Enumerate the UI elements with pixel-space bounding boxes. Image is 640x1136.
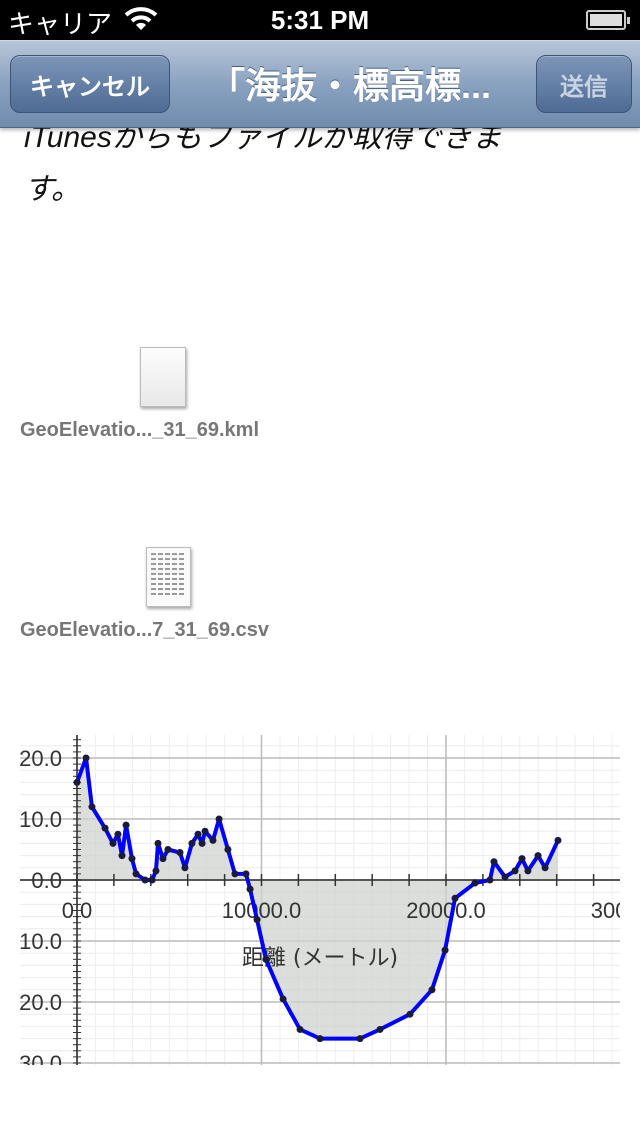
data-point bbox=[114, 830, 122, 838]
kml-file-icon[interactable] bbox=[140, 347, 186, 407]
data-point bbox=[224, 846, 232, 853]
data-point bbox=[541, 864, 549, 872]
data-point bbox=[101, 824, 109, 832]
data-point bbox=[279, 995, 287, 1003]
csv-file-icon[interactable] bbox=[146, 547, 191, 607]
data-point bbox=[376, 1025, 384, 1033]
data-point bbox=[246, 885, 254, 893]
data-point bbox=[262, 955, 270, 963]
data-point bbox=[109, 839, 117, 847]
battery-icon bbox=[586, 10, 630, 30]
wifi-icon bbox=[124, 6, 158, 39]
data-point bbox=[141, 876, 149, 884]
send-button[interactable]: 送信 bbox=[536, 55, 632, 113]
navigation-bar: キャンセル 「海抜・標高標... 送信 bbox=[0, 40, 640, 128]
data-point bbox=[148, 876, 156, 884]
data-point bbox=[209, 836, 217, 844]
data-point bbox=[132, 870, 140, 878]
data-point bbox=[534, 852, 542, 860]
data-point bbox=[154, 839, 162, 847]
data-point bbox=[490, 858, 498, 866]
data-point bbox=[188, 839, 196, 847]
data-point bbox=[471, 879, 479, 887]
data-point bbox=[215, 815, 223, 823]
data-point bbox=[159, 855, 167, 863]
data-point bbox=[242, 870, 250, 878]
x-tick-label: 10000.0 bbox=[222, 898, 302, 923]
status-bar: キャリア 5:31 PM bbox=[0, 0, 640, 40]
data-point bbox=[181, 864, 189, 872]
cancel-button[interactable]: キャンセル bbox=[10, 55, 170, 113]
data-point bbox=[194, 830, 202, 838]
data-point bbox=[428, 986, 436, 994]
elevation-chart-image: 20.010.00.0-10.0-20.0-30.00.010000.02000… bbox=[20, 735, 620, 1065]
y-tick-label: -30.0 bbox=[20, 1051, 62, 1065]
data-point bbox=[201, 827, 209, 835]
data-point bbox=[356, 1035, 364, 1043]
data-point bbox=[128, 855, 136, 863]
data-point bbox=[122, 821, 130, 829]
data-point bbox=[118, 852, 126, 860]
x-tick-label: 30000.0 bbox=[591, 898, 620, 923]
data-point bbox=[198, 839, 206, 847]
data-point bbox=[82, 754, 90, 762]
data-point bbox=[524, 867, 532, 875]
data-point bbox=[451, 894, 459, 902]
data-point bbox=[316, 1035, 324, 1043]
elevation-chart: 20.010.00.0-10.0-20.0-30.00.010000.02000… bbox=[20, 735, 620, 1065]
y-tick-label: 20.0 bbox=[20, 746, 62, 771]
data-point bbox=[164, 846, 172, 853]
data-point bbox=[441, 946, 449, 954]
y-tick-label: -20.0 bbox=[20, 990, 62, 1015]
y-tick-label: 10.0 bbox=[20, 807, 62, 832]
data-point bbox=[176, 849, 184, 857]
page-title: 「海抜・標高標... bbox=[208, 65, 491, 106]
data-point bbox=[518, 855, 526, 863]
body-text-line: す。 bbox=[24, 173, 81, 206]
data-point bbox=[253, 916, 261, 924]
x-tick-label: 20000.0 bbox=[406, 898, 486, 923]
data-point bbox=[554, 836, 562, 844]
data-point bbox=[486, 876, 494, 884]
data-point bbox=[511, 867, 519, 875]
attachment-name: GeoElevatio..._31_69.kml bbox=[20, 419, 260, 441]
x-tick-label: 0.0 bbox=[62, 898, 93, 923]
data-point bbox=[406, 1010, 414, 1018]
data-point bbox=[501, 873, 509, 881]
elevation-area bbox=[77, 758, 558, 1039]
attachment-name: GeoElevatio...7_31_69.csv bbox=[20, 619, 270, 641]
carrier-label: キャリア bbox=[8, 9, 113, 39]
y-tick-label: 0.0 bbox=[31, 868, 62, 893]
data-point bbox=[296, 1025, 304, 1033]
data-point bbox=[231, 870, 239, 878]
y-tick-label: -10.0 bbox=[20, 929, 62, 954]
data-point bbox=[152, 867, 160, 875]
data-point bbox=[73, 778, 81, 786]
clock: 5:31 PM bbox=[270, 5, 370, 35]
data-point bbox=[88, 803, 96, 811]
